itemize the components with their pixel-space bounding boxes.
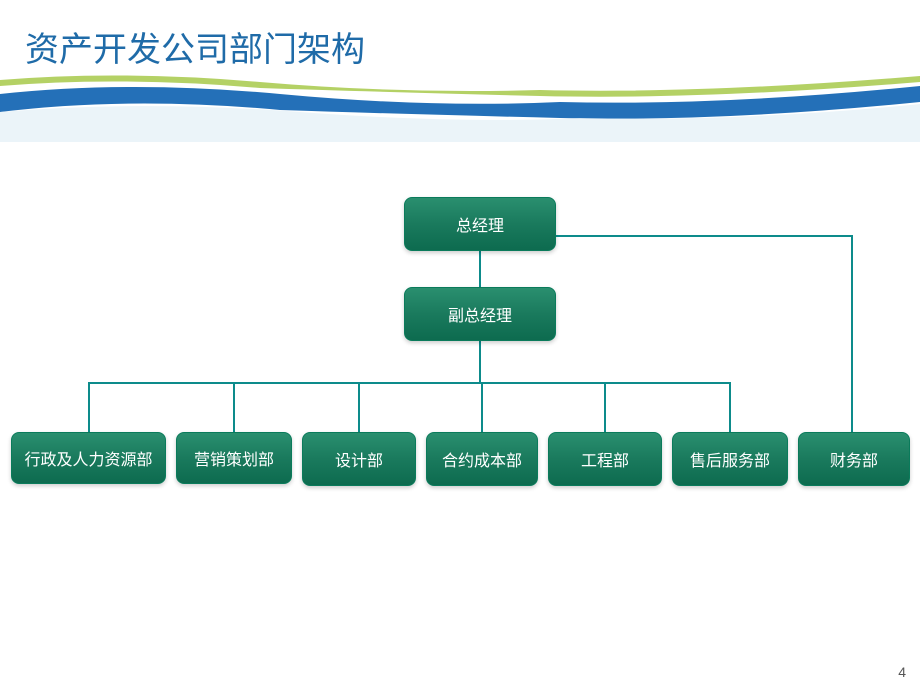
connector-drop-hr (88, 382, 90, 432)
org-node-design: 设计部 (302, 432, 416, 486)
org-node-eng: 工程部 (548, 432, 662, 486)
org-node-hr: 行政及人力资源部 (11, 432, 166, 484)
org-node-label: 合约成本部 (442, 447, 522, 471)
org-node-label: 财务部 (830, 447, 878, 471)
org-node-service: 售后服务部 (672, 432, 788, 486)
org-node-dgm: 副总经理 (404, 287, 556, 341)
connector-gm-right-v (851, 235, 853, 432)
org-node-label: 营销策划部 (194, 446, 274, 470)
connector-gm-right-h (556, 235, 852, 237)
connector-drop-contract (481, 382, 483, 432)
org-node-label: 售后服务部 (690, 447, 770, 471)
org-node-label: 工程部 (581, 447, 629, 471)
page-number: 4 (898, 664, 906, 680)
connector-drop-eng (604, 382, 606, 432)
connector-dgm-down (479, 341, 481, 383)
org-node-label: 总经理 (456, 212, 504, 236)
org-node-label: 副总经理 (448, 302, 512, 326)
connector-drop-design (358, 382, 360, 432)
connector-drop-service (729, 382, 731, 432)
wave-decoration (0, 72, 920, 142)
org-node-mkt: 营销策划部 (176, 432, 292, 484)
org-node-finance: 财务部 (798, 432, 910, 486)
connector-gm-dgm (479, 251, 481, 287)
slide-title: 资产开发公司部门架构 (25, 22, 365, 71)
org-node-contract: 合约成本部 (426, 432, 538, 486)
org-node-label: 设计部 (335, 447, 383, 471)
connector-bus (89, 382, 730, 384)
org-node-gm: 总经理 (404, 197, 556, 251)
connector-drop-mkt (233, 382, 235, 432)
org-node-label: 行政及人力资源部 (24, 446, 152, 470)
